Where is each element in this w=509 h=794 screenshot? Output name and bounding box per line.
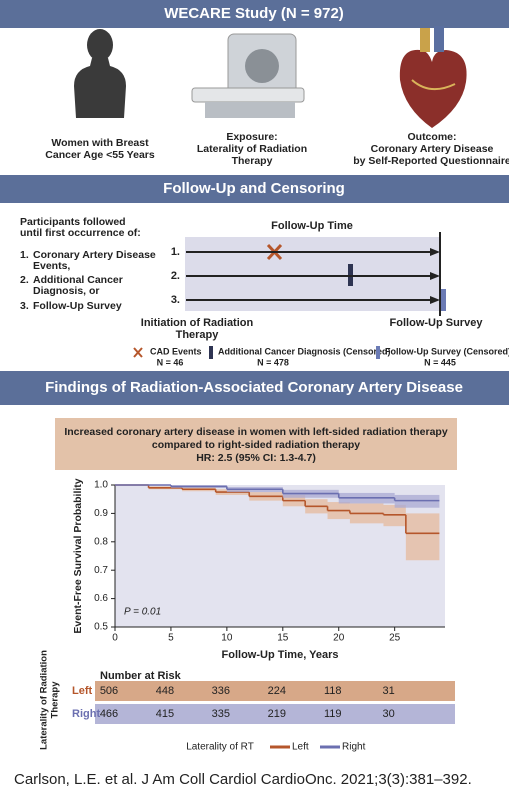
risk-count: 118 [324, 685, 342, 697]
row-label: 1. [171, 246, 180, 258]
legend-label: Left [292, 742, 309, 753]
risk-row-label: Right [72, 708, 100, 720]
legend-label: Additional Cancer Diagnosis (Censored) [218, 346, 391, 356]
item-text: Events, [33, 260, 70, 272]
end-label: Follow-Up Survey [390, 317, 484, 329]
start-label: Therapy [176, 329, 220, 341]
legend-n: N = 46 [157, 357, 184, 367]
study-caption: by Self-Reported Questionnaire [353, 155, 509, 167]
x-tick-label: 15 [277, 633, 289, 644]
machine-icon [191, 33, 305, 118]
intro: Participants followed [20, 216, 126, 228]
row-label: 2. [171, 270, 180, 282]
start-label: Initiation of Radiation [141, 317, 254, 329]
item-text: Diagnosis, or [33, 285, 100, 297]
legend-label: CAD Events [150, 346, 202, 356]
header-title: WECARE Study (N = 972) [164, 5, 344, 22]
risk-count: 336 [212, 685, 230, 697]
timeline-title: Follow-Up Time [271, 220, 353, 232]
arrow-head [430, 248, 440, 256]
finding-text: compared to right-sided radiation therap… [152, 439, 360, 451]
study-caption: Laterality of Radiation [197, 143, 307, 155]
risk-count: 448 [156, 685, 174, 697]
risk-count: 335 [212, 708, 230, 720]
study-caption: Exposure: [226, 131, 277, 143]
citation: Carlson, L.E. et al. J Am Coll Cardiol C… [14, 771, 472, 788]
arrow-head [430, 272, 440, 280]
timeline-box [185, 237, 440, 311]
y-tick-label: 1.0 [94, 480, 108, 491]
section-title: Follow-Up and Censoring [163, 180, 345, 197]
woman-icon [74, 29, 126, 118]
item-number: 1. [20, 249, 29, 261]
row-label: 3. [171, 294, 180, 306]
y-tick-label: 0.7 [94, 565, 108, 576]
risk-count: 219 [268, 708, 286, 720]
risk-row-label: Left [72, 685, 93, 697]
study-caption: Cancer Age <55 Years [45, 149, 155, 161]
legend-n: N = 445 [424, 357, 456, 367]
study-caption: Therapy [232, 155, 273, 167]
risk-count: 119 [324, 708, 342, 720]
legend-x [133, 347, 143, 358]
x-tick-label: 5 [168, 633, 174, 644]
study-caption: Outcome: [407, 131, 456, 143]
y-tick-label: 0.6 [94, 593, 108, 604]
legend-swatch [376, 346, 380, 359]
legend-label: Right [342, 742, 366, 753]
heart-icon [399, 26, 467, 128]
header-bar [0, 0, 509, 28]
item-text: Follow-Up Survey [33, 300, 122, 312]
legend-title: Laterality of RT [186, 742, 254, 753]
annotation: P = 0.01 [124, 607, 161, 618]
section-bar [0, 371, 509, 405]
y-axis-label: Event-Free Survival Probability [72, 478, 84, 633]
x-tick-label: 0 [112, 633, 118, 644]
risk-title: Number at Risk [100, 670, 182, 682]
risk-axis-title: Laterality of Radiation [39, 650, 50, 750]
risk-count: 224 [268, 685, 286, 697]
item-number: 3. [20, 300, 29, 312]
finding-box [55, 418, 457, 470]
survey-marker [441, 289, 446, 311]
intro: until first occurrence of: [20, 227, 141, 239]
item-text: Coronary Artery Disease [33, 249, 156, 261]
study-caption: Women with Breast [51, 137, 149, 149]
x-tick-label: 20 [333, 633, 345, 644]
legend-swatch [209, 346, 213, 359]
y-tick-label: 0.5 [94, 622, 108, 633]
risk-count: 506 [100, 685, 118, 697]
arrow-head [430, 296, 440, 304]
x-axis-label: Follow-Up Time, Years [222, 649, 339, 661]
section-bar [0, 175, 509, 203]
legend-n: N = 478 [257, 357, 289, 367]
finding-text: Increased coronary artery disease in wom… [64, 426, 448, 438]
finding-text: HR: 2.5 (95% CI: 1.3-4.7) [196, 452, 316, 464]
risk-count: 30 [383, 708, 395, 720]
y-tick-label: 0.9 [94, 508, 108, 519]
y-tick-label: 0.8 [94, 536, 108, 547]
x-tick-label: 10 [221, 633, 233, 644]
item-number: 2. [20, 274, 29, 286]
risk-row [95, 704, 455, 724]
section-title: Findings of Radiation-Associated Coronar… [45, 379, 463, 396]
ci-band [405, 513, 440, 561]
risk-count: 415 [156, 708, 174, 720]
item-text: Additional Cancer [33, 274, 123, 286]
risk-count: 466 [100, 708, 118, 720]
legend-label: Follow-Up Survey (Censored) [385, 346, 509, 356]
risk-row [95, 681, 455, 701]
risk-count: 31 [383, 685, 395, 697]
risk-axis-title: Therapy [50, 681, 61, 719]
x-tick-label: 25 [389, 633, 401, 644]
study-caption: Coronary Artery Disease [371, 143, 494, 155]
